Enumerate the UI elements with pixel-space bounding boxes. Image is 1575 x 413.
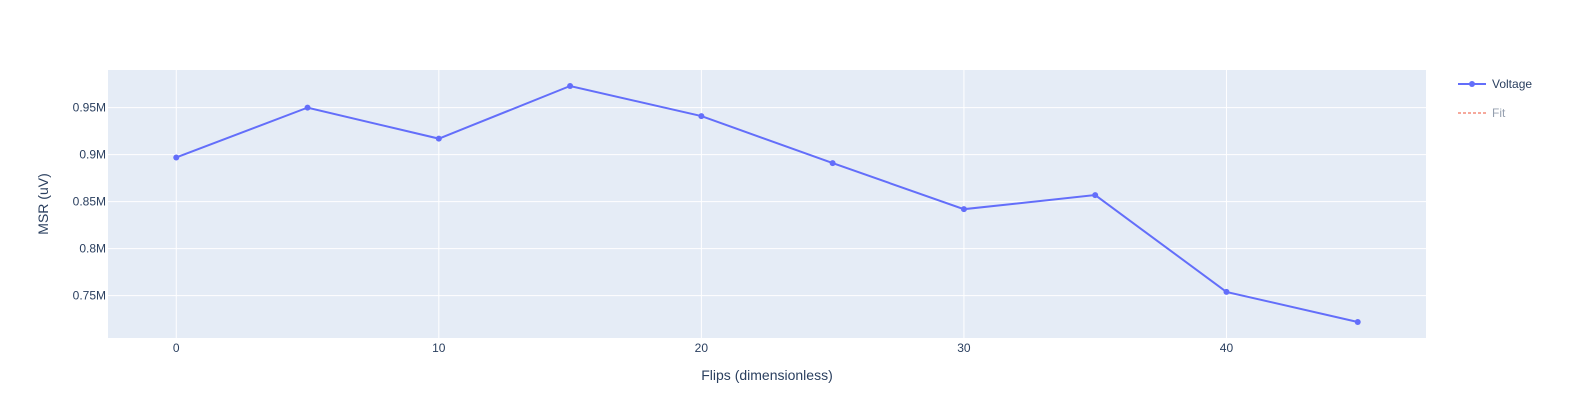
x-tick-label: 10: [432, 341, 446, 355]
y-tick-label: 0.8M: [79, 242, 106, 256]
series-line-voltage: [175, 84, 1358, 323]
x-tick-label: 30: [957, 341, 971, 355]
data-point[interactable]: [1354, 319, 1361, 326]
legend-label: Fit: [1492, 106, 1506, 120]
x-tick-label: 20: [695, 341, 709, 355]
y-tick-label: 0.9M: [79, 148, 106, 162]
legend-label: Voltage: [1492, 77, 1532, 91]
plot-background: [108, 70, 1426, 338]
y-axis-ticks: 0.75M 0.8M 0.85M 0.9M 0.95M: [73, 101, 106, 303]
legend-marker: [1469, 81, 1475, 87]
y-tick-label: 0.85M: [73, 195, 106, 209]
data-point[interactable]: [1092, 192, 1099, 199]
data-point[interactable]: [173, 154, 180, 161]
grid-lines: [108, 70, 1426, 338]
y-tick-label: 0.75M: [73, 289, 106, 303]
x-tick-label: 0: [173, 341, 180, 355]
y-tick-label: 0.95M: [73, 101, 106, 115]
y-axis-title: MSR (uV): [35, 173, 51, 234]
series-layer: [173, 82, 1361, 326]
legend-item-fit[interactable]: Fit: [1458, 106, 1506, 120]
x-axis-title: Flips (dimensionless): [701, 367, 832, 383]
x-tick-label: 40: [1220, 341, 1234, 355]
data-point[interactable]: [698, 113, 705, 120]
data-point[interactable]: [829, 160, 836, 167]
data-point[interactable]: [304, 104, 311, 111]
x-axis-ticks: 0 10 20 30 40: [173, 341, 1234, 355]
data-point[interactable]: [567, 82, 574, 89]
data-point[interactable]: [435, 135, 442, 142]
legend: Voltage Fit: [1458, 77, 1532, 120]
data-point[interactable]: [1223, 288, 1230, 295]
data-point[interactable]: [960, 206, 967, 213]
legend-item-voltage[interactable]: Voltage: [1458, 77, 1532, 91]
